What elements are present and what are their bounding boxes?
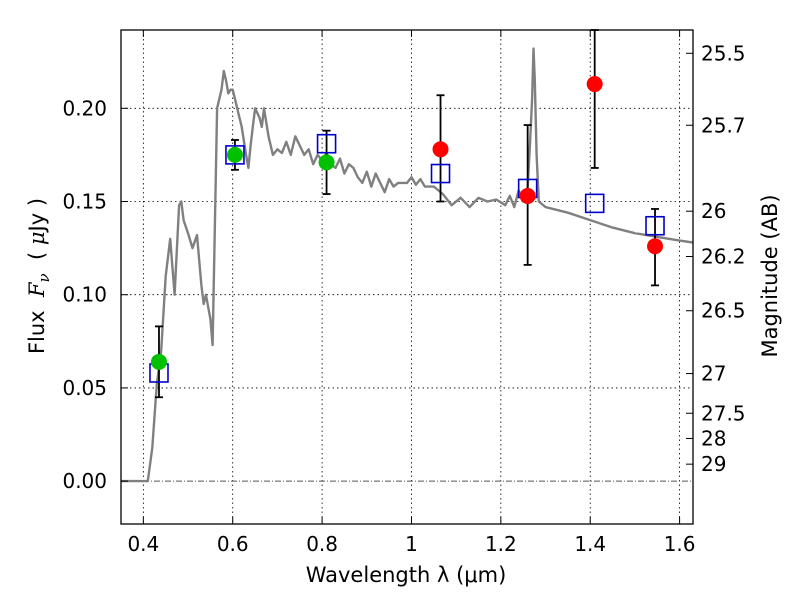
right-tick-label: 25.7 [701,113,746,137]
y-axis-title-mid: ( [25,245,49,273]
y-axis-title-var: F [25,281,49,298]
y-tick-label: 0.20 [62,96,107,120]
red-data-point [647,238,664,255]
right-tick-label: 27 [701,362,726,386]
y-tick-label: 0.00 [62,469,107,493]
red-data-point [432,141,449,158]
error-bars [154,29,660,399]
x-tick-label: 0.8 [306,532,338,556]
x-tick-label: 1.6 [664,532,696,556]
axis-ticks: 0.4 0.6 0.8 1 1.2 1.4 1.6 0.00 0.05 0.10 0.15 0.20 2… [62,30,746,556]
photometry-markers [149,76,665,383]
y-tick-label: 0.15 [62,190,107,214]
model-photometry-square [225,145,245,165]
model-photometry-square [430,163,451,184]
right-tick-label: 26 [701,199,726,223]
right-tick-label: 29 [701,452,726,476]
red-data-point [519,187,536,204]
x-tick-label: 1.4 [574,532,606,556]
right-tick-label: 25.5 [701,41,746,65]
model-spectrum [121,47,694,483]
right-tick-label: 28 [701,426,726,450]
model-spectrum-line [121,47,694,483]
y-axis-title-mu: μ [25,231,49,245]
right-tick-label: 26.5 [701,299,746,323]
x-tick-label: 0.6 [217,532,249,556]
right-tick-label: 27.5 [701,401,746,425]
y-axis-title-sub: ν [35,273,53,282]
green-data-point [226,146,243,163]
model-photometry-square [316,133,337,154]
right-axis-title: Magnitude (AB) [758,194,782,357]
green-data-point [318,154,335,171]
model-photometry-square [645,215,665,236]
x-tick-label: 1 [405,532,418,556]
y-axis-title-prefix: Flux [25,297,49,354]
y-axis-title-suffix: Jy ) [25,198,49,234]
right-tick-label: 26.2 [701,244,746,268]
x-axis-title: Wavelength λ (μm) [306,563,507,587]
plot-frame [120,29,694,525]
green-data-point [150,353,167,370]
model-photometry-square [584,193,605,214]
y-tick-label: 0.10 [62,283,107,307]
red-data-point [586,76,603,93]
y-axis-title: Flux Fν ( μJy ) [25,198,53,354]
grid-lines [121,30,693,524]
x-tick-label: 0.4 [127,532,159,556]
y-tick-label: 0.05 [62,376,107,400]
x-tick-label: 1.2 [485,532,517,556]
